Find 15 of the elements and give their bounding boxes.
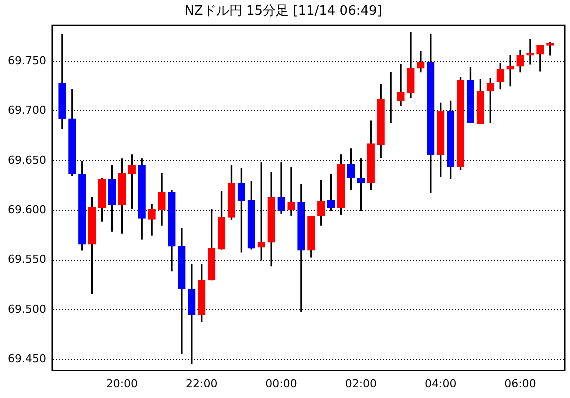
x-tick-label: 06:00 — [504, 377, 536, 390]
chart-title: NZドル円 15分足 [11/14 06:49] — [184, 4, 382, 20]
y-tick-label: 69.700 — [8, 104, 46, 118]
x-tick-label: 20:00 — [106, 377, 138, 390]
y-tick-label: 69.550 — [8, 253, 46, 266]
y-tick-label: 69.600 — [8, 203, 46, 216]
x-tick-label: 00:00 — [266, 377, 298, 390]
x-tick-label: 02:00 — [345, 377, 378, 390]
candlestick — [397, 64, 405, 107]
y-tick-label: 69.500 — [8, 302, 46, 316]
x-tick-label: 22:00 — [186, 377, 218, 390]
y-tick-label: 69.450 — [8, 352, 46, 366]
y-tick-label: 69.750 — [8, 54, 46, 68]
y-tick-label: 69.650 — [8, 154, 46, 167]
x-tick-label: 04:00 — [425, 377, 457, 390]
